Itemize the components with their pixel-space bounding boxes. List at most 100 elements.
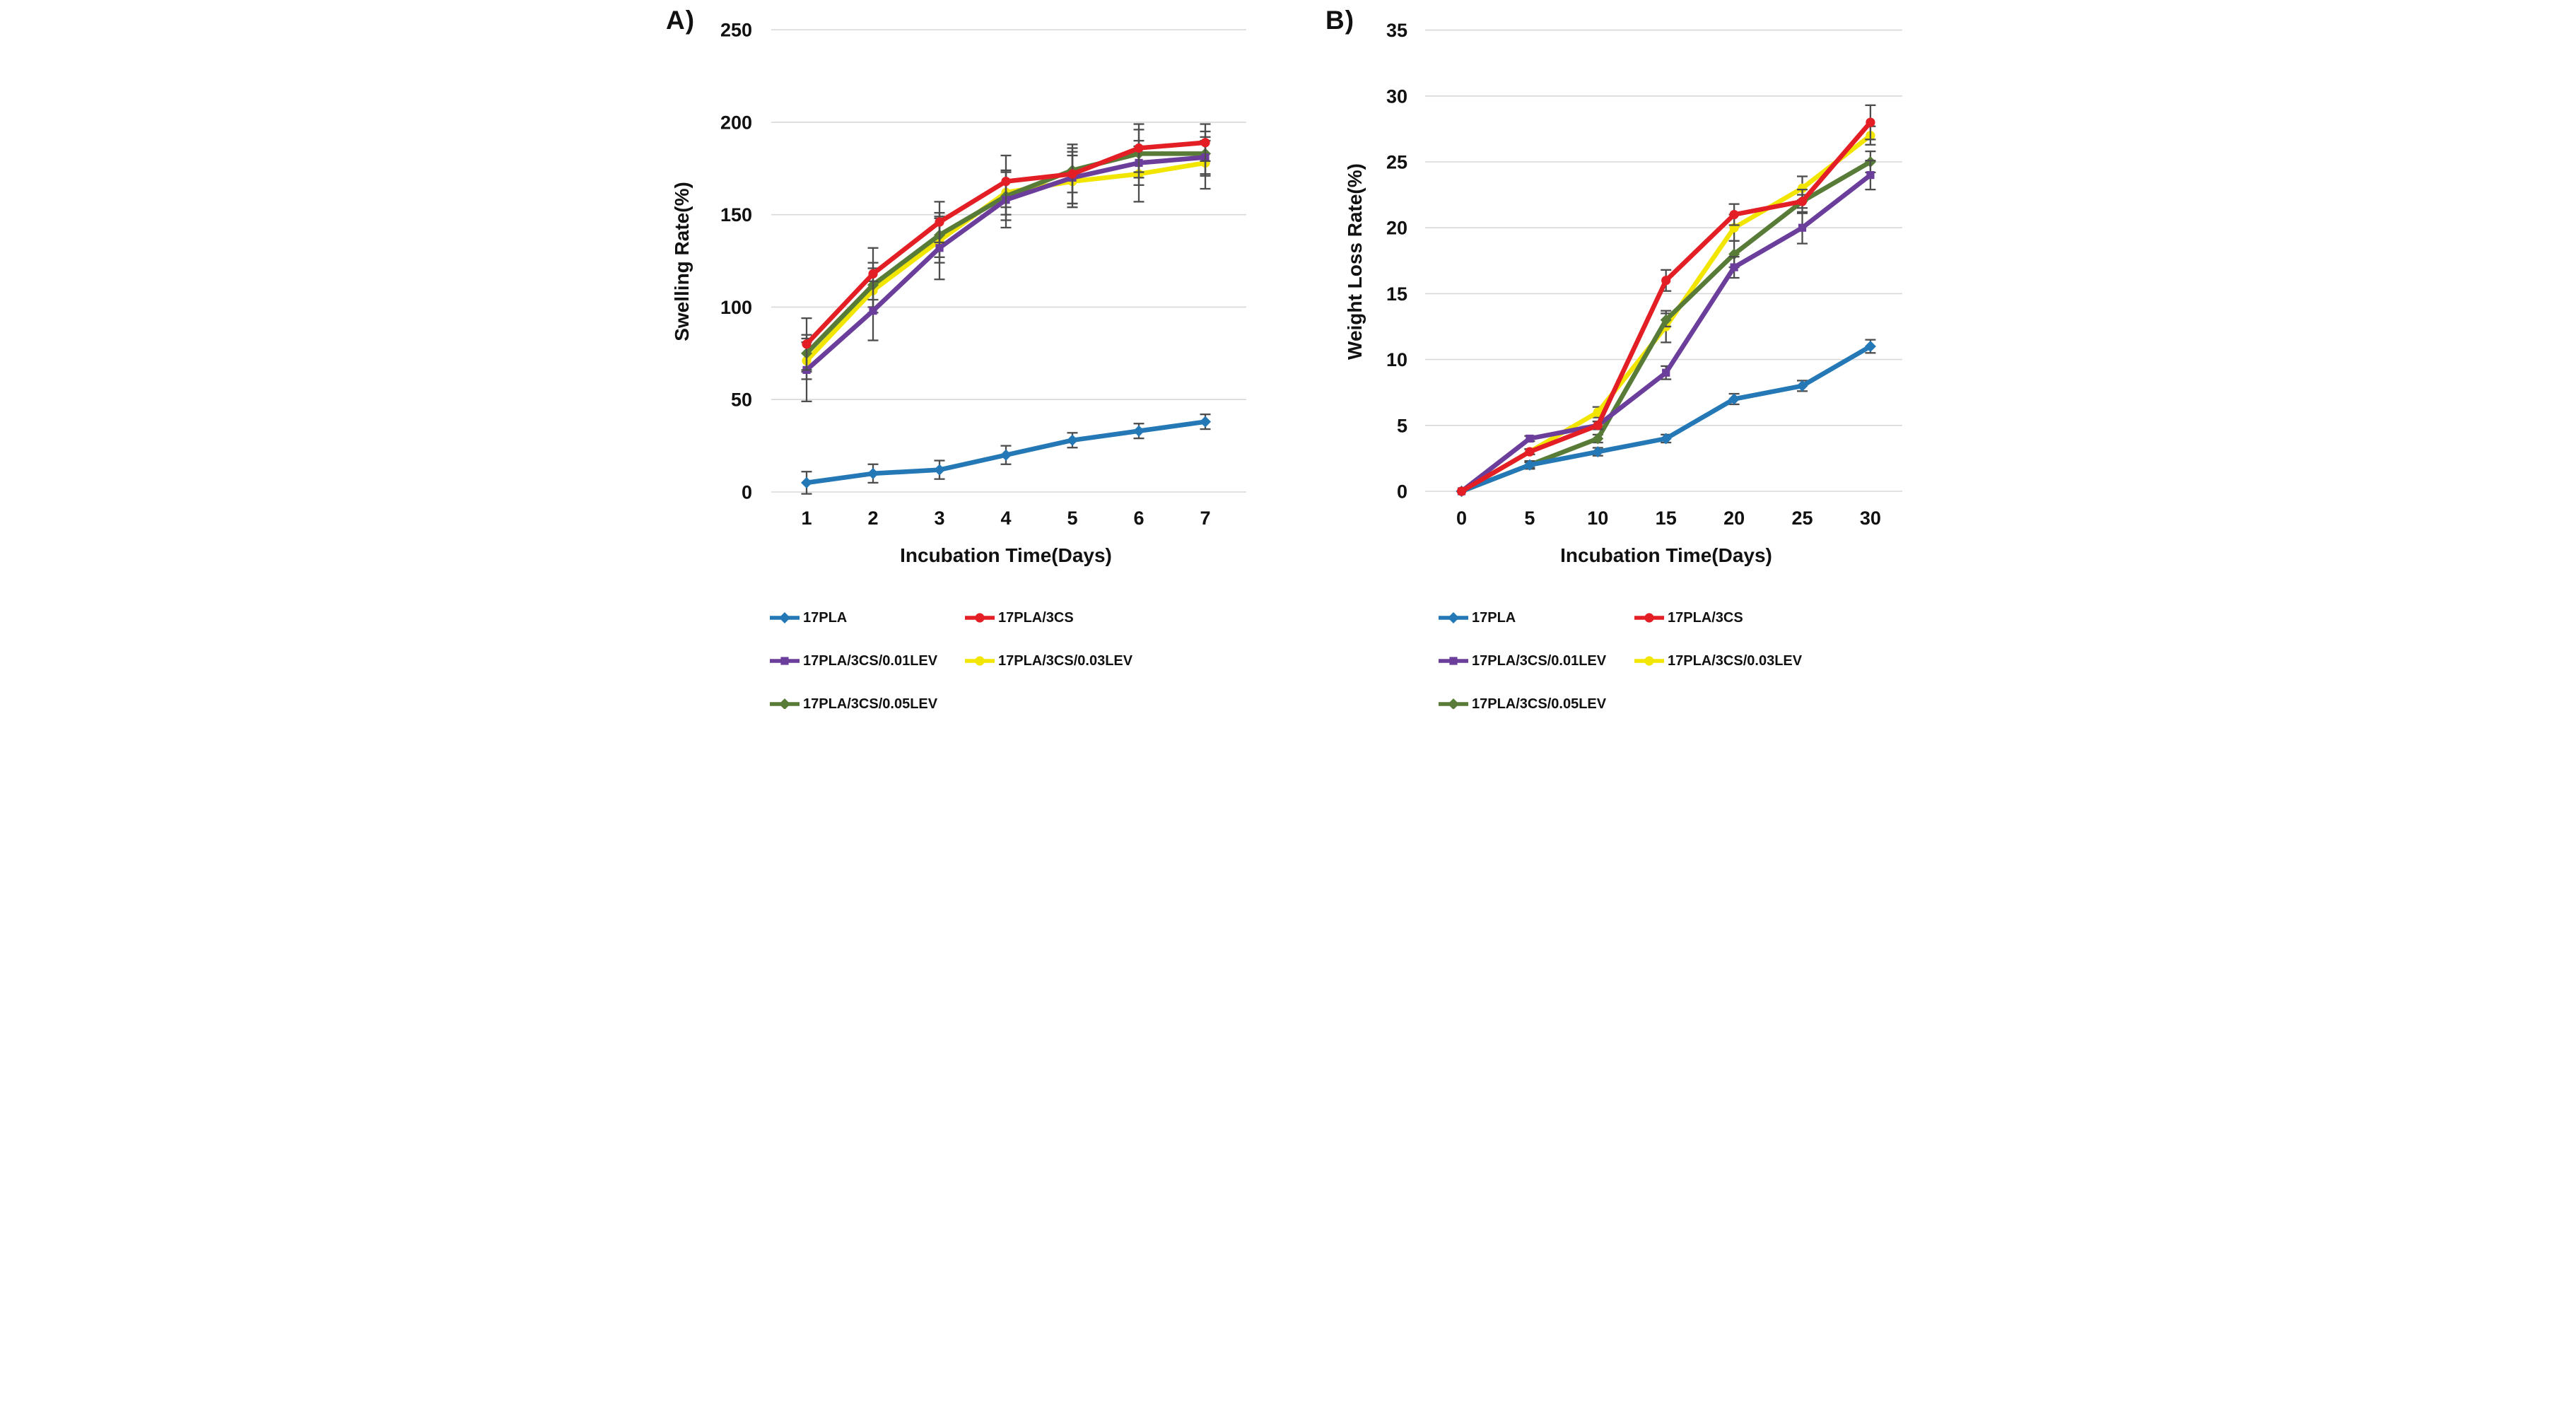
legend-marker-icon [1634, 613, 1664, 623]
panel-b: B) 0 5 10 15 20 25 30 35 0 5 10 15 20 25 30 Incubation … [1288, 0, 1932, 709]
legend-marker-icon [770, 612, 800, 623]
swelling-rate-chart: 0 50 100 150 200 250 1 2 3 4 5 6 7 Incubation Time(Da… [671, 20, 1246, 566]
x-axis-title: Incubation Time(Days) [900, 544, 1112, 566]
legend-marker-shape [1644, 613, 1654, 623]
data-point-17PLA/3CS [1866, 117, 1875, 127]
legend-item-17PLA/3CS/0.01LEV: 17PLA/3CS/0.01LEV [1437, 652, 1606, 669]
x-tick-label: 7 [1200, 508, 1210, 529]
data-point-17PLA/3CS/0.03LEV [1593, 407, 1603, 417]
legend-marker-shape [779, 612, 790, 623]
y-tick-label: 200 [720, 112, 752, 133]
y-tick-label: 30 [1386, 86, 1407, 107]
legend-item-17PLA/3CS/0.03LEV: 17PLA/3CS/0.03LEV [964, 652, 1132, 669]
x-tick-label: 15 [1656, 508, 1677, 529]
legend-item-17PLA: 17PLA [768, 609, 847, 626]
x-tick-label: 10 [1587, 508, 1608, 529]
legend-marker-shape [975, 656, 985, 666]
legend-label: 17PLA/3CS/0.03LEV [1668, 652, 1803, 669]
data-point-17PLA/3CS [802, 339, 812, 349]
data-point-17PLA [1067, 434, 1078, 446]
data-point-17PLA [1796, 380, 1808, 392]
x-tick-label: 20 [1723, 508, 1745, 529]
y-tick-label: 25 [1386, 152, 1407, 173]
legend-marker-icon [770, 657, 800, 665]
dual-panel-line-figure: A) 0 50 100 150 200 250 1 2 3 4 5 6 7 Incubation Time… [644, 0, 1932, 709]
data-point-17PLA [1660, 433, 1672, 445]
legend-item-17PLA: 17PLA [1437, 609, 1516, 626]
y-tick-label: 150 [720, 204, 752, 225]
legend-marker-icon [965, 656, 995, 666]
data-point-17PLA/3CS [1661, 276, 1671, 286]
data-point-17PLA/3CS [1729, 209, 1739, 220]
panel-b-label: B) [1325, 6, 1355, 35]
x-tick-label: 3 [934, 508, 944, 529]
legend-marker-shape [1448, 698, 1459, 709]
series-17PLA/3CS/0.01LEV [1457, 159, 1876, 496]
legend-label: 17PLA/3CS [1668, 609, 1743, 626]
data-point-17PLA/3CS/0.01LEV [1730, 263, 1738, 271]
legend-label: 17PLA/3CS [998, 609, 1074, 626]
data-point-17PLA/3CS/0.01LEV [1798, 223, 1807, 232]
x-tick-label: 25 [1791, 508, 1813, 529]
legend-marker-icon [770, 698, 800, 709]
legend-marker-shape [1644, 656, 1654, 666]
panel-a-label: A) [666, 6, 696, 35]
series-17PLA [1456, 339, 1876, 497]
legend-marker-shape [975, 613, 985, 623]
data-point-17PLA [1592, 446, 1604, 458]
data-point-17PLA/3CS [1134, 143, 1144, 153]
x-tick-label: 5 [1524, 508, 1535, 529]
y-tick-label: 10 [1386, 349, 1407, 370]
data-point-17PLA [1864, 340, 1876, 352]
legend-label: 17PLA/3CS/0.05LEV [1472, 696, 1607, 710]
data-point-17PLA [1728, 393, 1740, 405]
y-tick-label: 50 [731, 389, 752, 411]
legend-label: 17PLA [803, 609, 848, 626]
x-tick-label: 2 [867, 508, 878, 529]
data-point-17PLA [1133, 425, 1144, 437]
legend-label: 17PLA/3CS/0.01LEV [1472, 652, 1607, 669]
legend-item-17PLA/3CS/0.03LEV: 17PLA/3CS/0.03LEV [1633, 652, 1802, 669]
data-point-17PLA [1523, 459, 1535, 471]
data-point-17PLA/3CS [1200, 138, 1210, 148]
data-point-17PLA [801, 476, 812, 488]
data-point-17PLA/3CS/0.03LEV [1797, 183, 1808, 193]
legend-marker-icon [1439, 657, 1468, 665]
y-tick-label: 15 [1386, 283, 1407, 305]
x-tick-label: 5 [1067, 508, 1077, 529]
series-17PLA [801, 413, 1211, 495]
legend-item-17PLA/3CS: 17PLA/3CS [964, 609, 1074, 626]
y-tick-label: 0 [1397, 481, 1407, 503]
data-point-17PLA/3CS/0.05LEV [1660, 314, 1672, 326]
y-tick-label: 35 [1386, 20, 1407, 41]
series-17PLA/3CS [801, 123, 1211, 371]
y-tick-label: 250 [720, 20, 752, 41]
legend-marker-shape [779, 698, 790, 709]
panel-a: A) 0 50 100 150 200 250 1 2 3 4 5 6 7 Incubation Time… [644, 0, 1288, 709]
y-axis-title: Swelling Rate(%) [671, 182, 693, 341]
legend-marker-shape [1449, 657, 1458, 665]
x-tick-label: 30 [1860, 508, 1881, 529]
data-point-17PLA [867, 467, 879, 479]
legend-item-17PLA/3CS/0.05LEV: 17PLA/3CS/0.05LEV [768, 696, 937, 709]
legend-marker-shape [780, 657, 789, 665]
data-point-17PLA/3CS/0.01LEV [1866, 171, 1875, 180]
data-point-17PLA/3CS [1525, 447, 1535, 457]
x-tick-label: 0 [1456, 508, 1467, 529]
legend-item-17PLA/3CS: 17PLA/3CS [1633, 609, 1743, 626]
legend-label: 17PLA [1472, 609, 1516, 626]
y-tick-label: 0 [742, 482, 752, 503]
data-point-17PLA/3CS [1456, 486, 1467, 496]
series-17PLA/3CS [1456, 104, 1876, 496]
legend-marker-icon [1634, 656, 1664, 666]
legend-label: 17PLA/3CS/0.05LEV [803, 696, 938, 710]
y-tick-label: 20 [1386, 218, 1407, 239]
x-tick-label: 6 [1133, 508, 1144, 529]
data-point-17PLA/3CS [1067, 169, 1077, 179]
legend-label: 17PLA/3CS/0.01LEV [803, 652, 938, 669]
data-point-17PLA/3CS/0.01LEV [935, 244, 944, 252]
legend-item-17PLA/3CS/0.01LEV: 17PLA/3CS/0.01LEV [768, 652, 937, 669]
y-tick-label: 5 [1397, 415, 1407, 436]
y-tick-label: 100 [720, 297, 752, 318]
data-point-17PLA/3CS [1593, 421, 1603, 430]
